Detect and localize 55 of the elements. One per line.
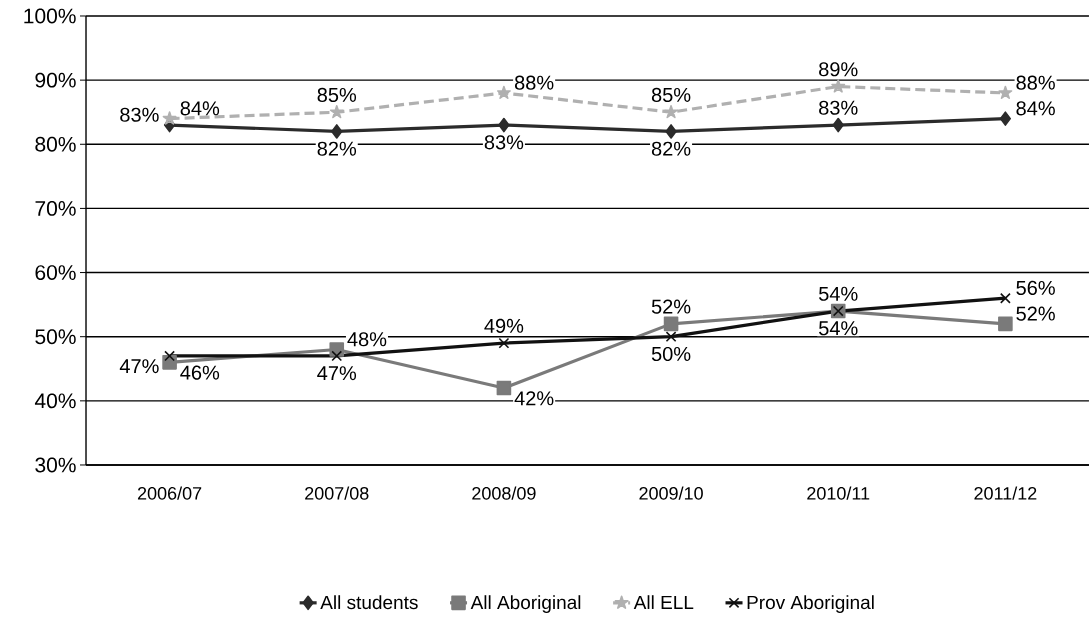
data-label: 85%	[317, 87, 357, 103]
data-label: 82%	[317, 141, 357, 156]
y-tick-label: 70%	[35, 200, 76, 216]
legend-label: All Aboriginal	[470, 595, 581, 613]
data-label: 56%	[1016, 280, 1055, 296]
x-tick-label: 2010/11	[807, 486, 870, 500]
point	[998, 316, 1013, 332]
data-label: 83%	[819, 100, 858, 115]
y-tick-label: 40%	[34, 393, 76, 409]
data-label: 47%	[317, 366, 357, 381]
point	[164, 350, 175, 362]
y-tick-label: 100%	[24, 8, 76, 24]
data-label: 83%	[484, 135, 524, 150]
legend-label: Prov Aboriginal	[747, 595, 874, 613]
x-tick-label: 2007/08	[305, 486, 369, 500]
data-label: 42%	[514, 391, 554, 406]
y-tick-label: 30%	[35, 457, 76, 473]
data-label: 46%	[180, 365, 220, 380]
data-label: 50%	[651, 346, 691, 362]
x-tick-label: 2008/09	[472, 486, 536, 500]
data-label: 48%	[347, 332, 387, 347]
data-label: 83%	[120, 107, 159, 122]
point	[665, 331, 677, 343]
point	[331, 124, 343, 139]
y-tick-label: 90%	[35, 72, 76, 88]
legend-label: All students	[320, 595, 418, 610]
data-label: 85%	[651, 87, 691, 103]
data-label: 89%	[819, 62, 858, 77]
data-label: 88%	[514, 75, 554, 90]
data-label: 88%	[1016, 75, 1055, 90]
data-label: 84%	[180, 101, 220, 116]
y-tick-label: 80%	[35, 136, 76, 152]
data-label: 84%	[1016, 101, 1055, 116]
point	[999, 292, 1011, 304]
data-label: 54%	[819, 321, 858, 336]
y-tick-label: 60%	[35, 265, 76, 280]
data-label: 82%	[651, 141, 691, 156]
point	[665, 124, 677, 139]
x-tick-label: 2011/12	[974, 486, 1037, 500]
point	[498, 337, 510, 349]
data-label: 52%	[651, 299, 691, 314]
x-tick-label: 2009/10	[639, 486, 703, 500]
point	[663, 316, 679, 332]
point	[498, 117, 510, 133]
point	[999, 111, 1012, 126]
data-label: 47%	[119, 359, 159, 374]
data-label: 54%	[819, 286, 858, 301]
point	[496, 380, 512, 396]
data-label: 52%	[1016, 306, 1055, 321]
point	[331, 350, 343, 362]
y-tick-label: 50%	[35, 329, 76, 345]
legend-label: All ELL	[633, 595, 694, 609]
x-tick-label: 2006/07	[137, 486, 202, 500]
point	[832, 117, 844, 133]
data-label: 49%	[484, 318, 524, 333]
